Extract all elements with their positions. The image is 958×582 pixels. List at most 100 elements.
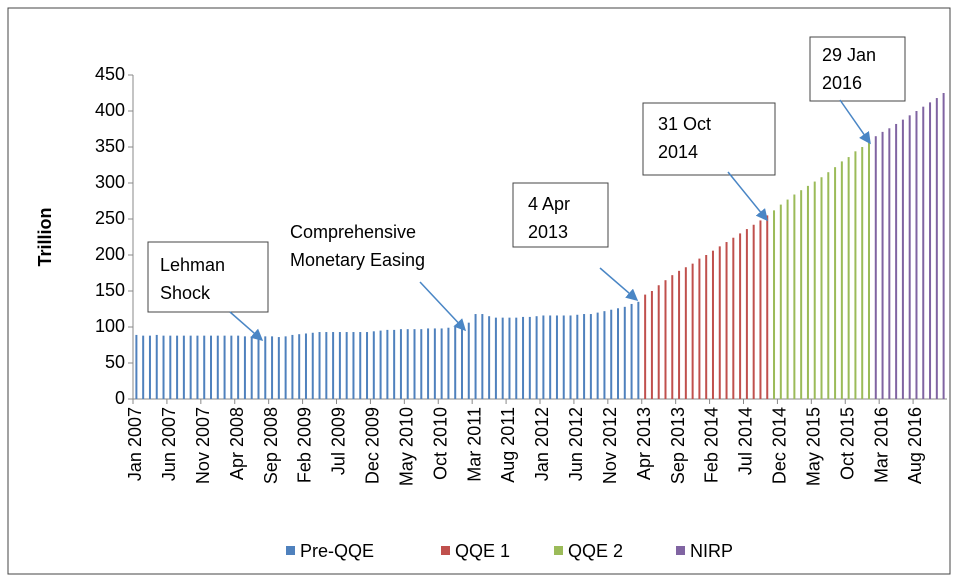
bar <box>182 335 185 399</box>
bar <box>345 332 348 399</box>
legend-swatch <box>676 546 685 555</box>
y-tick-label: 250 <box>95 208 125 228</box>
bar <box>935 98 938 399</box>
bar <box>189 335 192 399</box>
annotation-arrow <box>419 281 467 332</box>
x-tick-label: Jun 2012 <box>566 407 586 481</box>
bar <box>542 315 545 399</box>
bar <box>420 329 423 399</box>
bar <box>881 131 884 399</box>
x-tick-label: Dec 2014 <box>770 407 790 484</box>
bar <box>610 309 613 399</box>
annotation-box <box>642 102 776 176</box>
bar <box>711 250 714 399</box>
bar <box>311 332 314 399</box>
bar <box>474 314 477 399</box>
bar <box>705 255 708 399</box>
bar <box>725 242 728 399</box>
bar <box>447 327 450 399</box>
annotation-text: 2016 <box>822 73 862 93</box>
annotation-arrow <box>599 267 639 301</box>
annotation-text: Shock <box>160 283 211 303</box>
bar <box>766 215 769 399</box>
x-tick-label: May 2010 <box>396 407 416 486</box>
y-tick-label: 50 <box>105 352 125 372</box>
bar <box>922 106 925 400</box>
bar <box>901 119 904 399</box>
bar <box>515 317 518 399</box>
x-tick-label: Mar 2016 <box>871 407 891 483</box>
bar <box>216 335 219 399</box>
bar <box>684 267 687 399</box>
bar <box>203 335 206 399</box>
annotation-text: 29 Jan <box>822 45 876 65</box>
bar <box>230 335 233 399</box>
y-axis-title: Trillion <box>35 207 55 266</box>
legend-label: QQE 2 <box>568 541 623 561</box>
bar <box>840 161 843 399</box>
bar <box>223 335 226 399</box>
legend-swatch <box>286 546 295 555</box>
bar <box>338 332 341 399</box>
bar <box>210 335 213 399</box>
y-tick-label: 350 <box>95 136 125 156</box>
bar <box>834 167 837 399</box>
bar <box>678 270 681 399</box>
bar <box>277 337 280 399</box>
bar <box>250 336 253 399</box>
bar <box>393 329 396 399</box>
bar <box>284 336 287 399</box>
bar <box>427 328 430 399</box>
bar <box>379 330 382 399</box>
annotation-text: Comprehensive <box>290 222 416 242</box>
x-tick-label: Apr 2013 <box>634 407 654 480</box>
x-tick-label: Oct 2015 <box>837 407 857 480</box>
bar <box>508 317 511 399</box>
annotation-text: 4 Apr <box>528 194 570 214</box>
annotation-text: 2013 <box>528 222 568 242</box>
bar <box>759 220 762 399</box>
bar <box>528 316 531 399</box>
bar <box>929 102 932 400</box>
x-tick-label: Jul 2009 <box>329 407 349 475</box>
bar <box>617 308 620 399</box>
y-tick-label: 0 <box>115 388 125 408</box>
bar <box>583 314 586 399</box>
annotation-text: 2014 <box>658 142 698 162</box>
x-tick-label: Aug 2011 <box>498 407 518 483</box>
bar <box>549 315 552 399</box>
bar <box>406 329 409 399</box>
bar <box>237 335 240 399</box>
bar <box>494 317 497 399</box>
x-tick-label: Nov 2012 <box>600 407 620 484</box>
bar <box>481 314 484 399</box>
bar <box>148 335 151 399</box>
bar <box>569 315 572 399</box>
x-tick-label: Jan 2012 <box>532 407 552 481</box>
bar <box>135 334 138 399</box>
annotation-box <box>147 241 269 313</box>
x-tick-label: Feb 2009 <box>295 407 315 483</box>
bar <box>413 329 416 399</box>
annotation-box <box>809 36 906 102</box>
bar <box>366 332 369 399</box>
bar <box>888 128 891 399</box>
bar <box>806 185 809 399</box>
bar <box>162 335 165 399</box>
y-tick-label: 450 <box>95 64 125 84</box>
bar <box>169 335 172 399</box>
x-tick-label: May 2015 <box>803 407 823 486</box>
annotation-text: 31 Oct <box>658 114 711 134</box>
annotation-arrow <box>727 171 768 222</box>
bar <box>650 291 653 399</box>
x-tick-label: Sep 2008 <box>261 407 281 484</box>
x-tick-label: Oct 2010 <box>430 407 450 480</box>
legend-label: Pre-QQE <box>300 541 374 561</box>
legend-swatch <box>554 546 563 555</box>
bar <box>318 332 321 399</box>
bar <box>589 314 592 399</box>
bar <box>637 301 640 399</box>
y-tick-label: 100 <box>95 316 125 336</box>
bar <box>874 136 877 399</box>
